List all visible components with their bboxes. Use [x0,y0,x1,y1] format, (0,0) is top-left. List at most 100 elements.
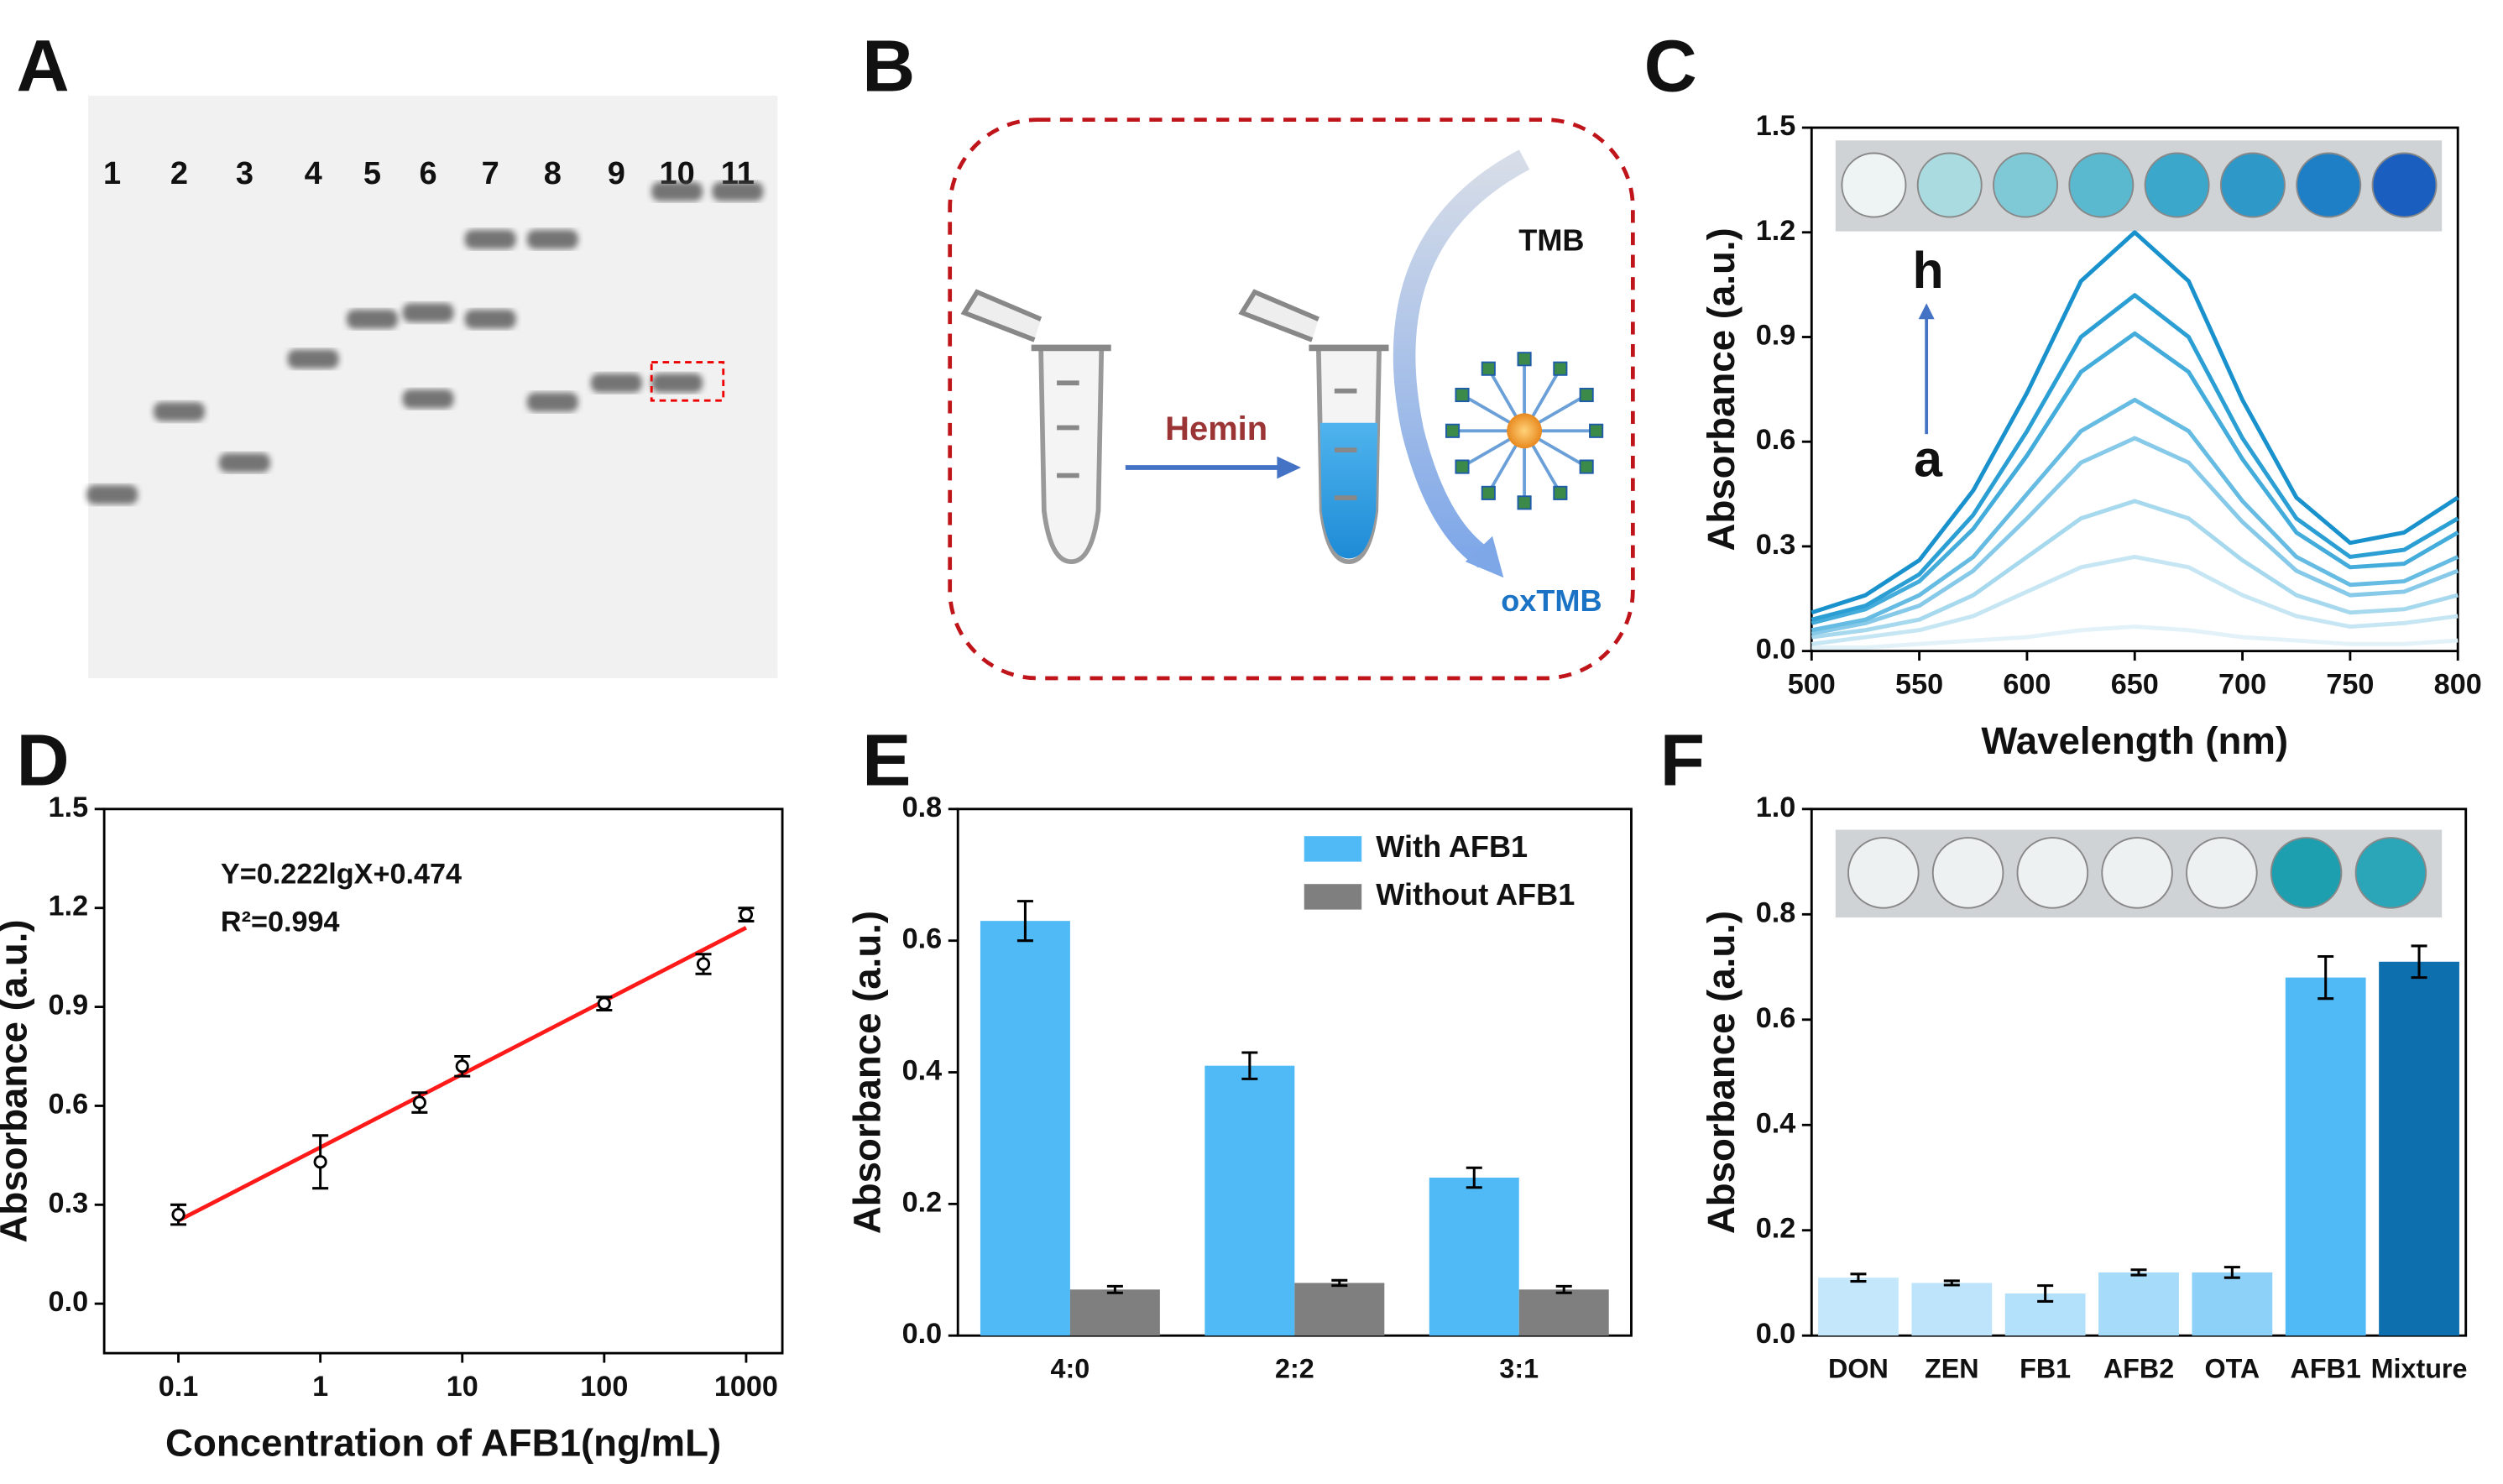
y-tick-label: 0.0 [1756,634,1796,666]
aptamer [1553,485,1568,500]
bar [1818,1278,1899,1336]
y-tick-label: 0.4 [1756,1107,1796,1139]
x-tick-label: DON [1828,1354,1889,1384]
x-tick-label: 4:0 [1051,1354,1090,1384]
x-tick-label: 3:1 [1499,1354,1539,1384]
y-axis-title: Absorbance (a.u.) [846,911,889,1234]
well [2354,837,2427,909]
panel-label: B [862,25,915,107]
aptamer [1517,352,1532,367]
y-tick-label: 0.3 [49,1187,89,1219]
spectrum-line [1811,331,2459,625]
error-bar [1555,1284,1572,1294]
error-bar [2317,954,2334,1001]
x-tick-label: 1000 [714,1371,778,1403]
well [1993,152,2058,218]
panel-label: E [862,719,911,802]
aptamer [1481,361,1496,376]
bar [2379,961,2459,1336]
error-bar [1016,900,1033,943]
reaction-arc [1393,149,1530,568]
well [1847,837,1920,909]
reagent-label: Hemin [1165,410,1267,447]
tube-empty [960,289,1111,565]
gel-band [287,349,339,369]
curve-annotation: a [1914,430,1943,487]
spectrum-line [1811,397,2459,633]
spectrum-line [1811,624,2459,650]
data-point [171,1208,186,1222]
y-axis-title: Absorbance (a.u.) [0,919,35,1242]
product-label: oxTMB [1501,583,1602,618]
error-bar [2037,1284,2054,1303]
x-tick-label: 10 [447,1371,478,1403]
substrate-label: TMB [1518,223,1584,258]
y-tick-label: 1.5 [1756,110,1796,142]
well [2101,837,2173,909]
legend-label: With AFB1 [1376,829,1528,864]
x-tick-label: AFB2 [2103,1354,2174,1384]
y-tick-label: 0.6 [49,1088,89,1120]
annotation-arrow-head [1918,303,1935,320]
aptamer [1553,361,1568,376]
error-bar [1850,1272,1867,1283]
y-tick-label: 0.0 [902,1318,943,1350]
x-tick-label: 1 [312,1371,328,1403]
x-tick-label: FB1 [2020,1354,2071,1384]
bar [1204,1065,1295,1336]
highlight-box [650,361,725,402]
well [2219,152,2286,218]
well [2144,152,2210,218]
y-axis-title: Absorbance (a.u.) [1700,911,1743,1234]
gel-band [651,181,703,201]
lane-label: 9 [608,156,625,191]
gel-band [464,309,516,329]
aptamer [1589,423,1604,438]
lane-label: 2 [170,156,188,191]
error-bar [1241,1051,1258,1080]
spectrum-line [1811,230,2459,615]
y-tick-label: 0.9 [1756,320,1796,352]
x-tick-label: 0.1 [159,1371,199,1403]
aptamer [1455,459,1470,474]
x-tick-label: 700 [2218,668,2266,700]
y-tick-label: 1.2 [1756,215,1796,247]
x-tick-label: OTA [2204,1354,2260,1384]
gel-band [86,484,138,504]
well [2068,152,2135,218]
y-tick-label: 0.8 [902,792,943,823]
error-bar [1466,1166,1482,1189]
x-tick-label: AFB1 [2291,1354,2361,1384]
arc-head [1465,536,1504,578]
well [2296,152,2362,218]
y-tick-label: 0.3 [1756,529,1796,561]
y-tick-label: 0.9 [49,990,89,1022]
arrow-head [1277,456,1301,479]
diagram-frame [948,118,1635,681]
panel-label: C [1644,25,1697,107]
wells [1841,152,2438,909]
plot-frame [102,807,784,1355]
aptamer [1445,423,1461,438]
lane-label: 6 [419,156,436,191]
gel-band [651,373,703,393]
lane-label: 4 [305,156,322,191]
spectrum-line [1811,555,2459,646]
lane-label: 5 [363,156,381,191]
data-point [313,1155,327,1169]
lane-label: 1 [103,156,121,191]
panel-label: D [17,719,70,802]
legend-swatch [1304,884,1362,910]
legend-swatch [1304,836,1362,862]
data-point [412,1095,426,1110]
error-bar [1331,1278,1348,1288]
x-axis-title: Wavelength (nm) [1981,719,2288,762]
error-bar [2411,944,2427,980]
legend-label: Without AFB1 [1376,877,1575,912]
bar [2192,1272,2273,1336]
y-tick-label: 1.0 [1756,792,1796,823]
bar [1429,1177,1519,1336]
data-point [739,907,753,922]
lane-label: 3 [236,156,253,191]
